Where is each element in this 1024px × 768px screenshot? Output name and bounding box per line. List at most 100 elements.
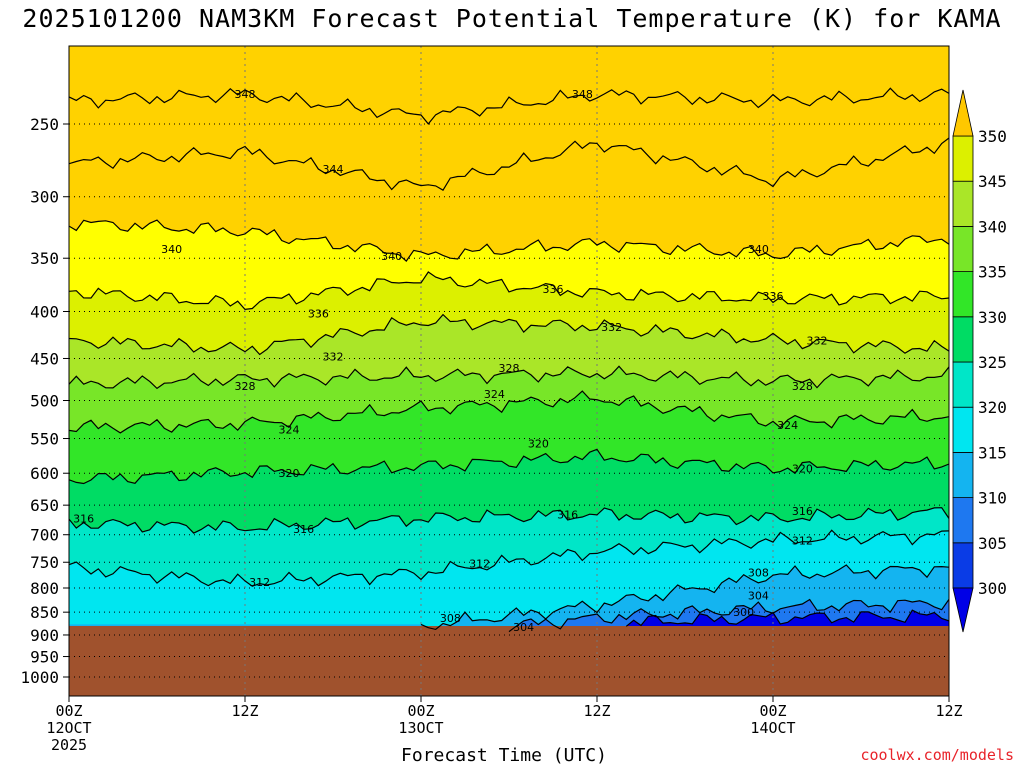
ytick-label-450: 450 [30, 349, 59, 368]
ytick-label-350: 350 [30, 249, 59, 268]
contour-label-316: 316 [792, 505, 813, 518]
contour-label-348: 348 [235, 88, 256, 101]
contour-332 [69, 313, 949, 356]
chart-title: 2025101200 NAM3KM Forecast Potential Tem… [22, 4, 1002, 33]
colorbar-bin-305 [952, 497, 974, 544]
contour-label-320: 320 [792, 463, 813, 476]
contour-lines [69, 87, 949, 633]
contour-label-320: 320 [528, 438, 549, 451]
contour-304 [508, 598, 949, 633]
contour-label-340: 340 [161, 243, 182, 256]
xtick-label-0-0: 00Z [55, 702, 82, 720]
colorbar-label-300: 300 [978, 579, 1007, 598]
contour-label-336: 336 [763, 290, 784, 303]
ground-below-surface [69, 626, 949, 696]
xtick-label-24-1: 13OCT [398, 719, 443, 737]
colorbar-bin-325 [952, 316, 974, 363]
contour-label-316: 316 [73, 512, 94, 525]
xtick-label-36-0: 12Z [583, 702, 610, 720]
colorbar-over-arrow [952, 89, 974, 137]
ytick-label-950: 950 [30, 648, 59, 667]
ytick-label-600: 600 [30, 464, 59, 483]
contour-label-304: 304 [513, 621, 534, 634]
credit-link[interactable]: coolwx.com/models [860, 746, 1014, 764]
contour-316 [69, 507, 949, 534]
contour-label-332: 332 [601, 321, 622, 334]
xtick-label-24-0: 00Z [407, 702, 434, 720]
colorbar-label-325: 325 [978, 353, 1007, 372]
xtick-label-48-1: 14OCT [750, 719, 795, 737]
colorbar-bin-300 [952, 542, 974, 589]
colorbar-bin-310 [952, 451, 974, 498]
contour-label-304: 304 [748, 589, 769, 602]
band-fill-350 [224, 46, 325, 62]
colorbar-bin-320 [952, 361, 974, 408]
colorbar-label-330: 330 [978, 308, 1007, 327]
contour-label-328: 328 [235, 380, 256, 393]
colorbar: 300 305 310 315 320 325 330 335 340 345 350 [952, 89, 1007, 633]
ytick-label-650: 650 [30, 496, 59, 515]
contour-label-324: 324 [279, 424, 300, 437]
plot-frame [68, 45, 950, 697]
contour-312 [69, 529, 949, 587]
colorbar-bin-315 [952, 406, 974, 453]
contour-labels: 348 348 344 340 340 340 336 336 336 332 332 332 328 3… [73, 88, 827, 634]
ytick-label-500: 500 [30, 392, 59, 411]
xtick-label-0-1: 12OCT [46, 719, 91, 737]
contour-label-312: 312 [249, 576, 270, 589]
contour-label-316: 316 [293, 523, 314, 536]
ytick-label-750: 750 [30, 553, 59, 572]
contour-label-300: 300 [733, 606, 754, 619]
ytick-label-850: 850 [30, 603, 59, 622]
contour-label-328: 328 [499, 362, 520, 375]
xtick-label-0-2: 2025 [51, 736, 87, 754]
xtick-label-48-0: 00Z [759, 702, 786, 720]
contour-344 [69, 137, 949, 192]
colorbar-label-335: 335 [978, 263, 1007, 282]
y-axis-pressure-ticks: 250 300 350 400 450 500 550 600 650 700 750 800 850 9… [20, 115, 69, 687]
contour-308 [420, 564, 949, 631]
colorbar-label-320: 320 [978, 398, 1007, 417]
contour-label-320: 320 [279, 467, 300, 480]
colorbar-bin-340 [952, 180, 974, 227]
contour-340 [69, 219, 949, 262]
colorbar-label-305: 305 [978, 534, 1007, 553]
contour-label-328: 328 [792, 380, 813, 393]
x-axis-label: Forecast Time (UTC) [401, 745, 607, 766]
colorbar-bin-330 [952, 271, 974, 318]
contour-label-344: 344 [323, 163, 344, 176]
contour-300 [625, 609, 949, 627]
xtick-label-12-0: 12Z [231, 702, 258, 720]
potential-temperature-fill [69, 46, 949, 696]
contour-label-336: 336 [543, 283, 564, 296]
ytick-label-400: 400 [30, 302, 59, 321]
ytick-label-800: 800 [30, 579, 59, 598]
contour-336 [69, 271, 949, 311]
ytick-label-900: 900 [30, 626, 59, 645]
colorbar-label-310: 310 [978, 489, 1007, 508]
ytick-label-550: 550 [30, 430, 59, 449]
colorbar-bin-335 [952, 225, 974, 272]
colorbar-bin-345 [952, 135, 974, 182]
ytick-label-700: 700 [30, 526, 59, 545]
colorbar-label-340: 340 [978, 217, 1007, 236]
xtick-label-60-0: 12Z [935, 702, 962, 720]
contour-label-336: 336 [308, 307, 329, 320]
band-fill-348 [69, 46, 949, 124]
colorbar-under-arrow [952, 587, 974, 633]
contour-label-316: 316 [557, 508, 578, 521]
contour-label-332: 332 [807, 334, 828, 347]
contour-320 [69, 448, 949, 485]
contour-label-308: 308 [440, 612, 461, 625]
contour-label-308: 308 [748, 567, 769, 580]
contour-label-340: 340 [381, 250, 402, 263]
contour-label-332: 332 [323, 351, 344, 364]
contour-324 [69, 390, 949, 434]
ytick-label-250: 250 [30, 115, 59, 134]
colorbar-label-350: 350 [978, 127, 1007, 146]
ytick-label-300: 300 [30, 188, 59, 207]
contour-label-348: 348 [572, 88, 593, 101]
colorbar-label-345: 345 [978, 172, 1007, 191]
